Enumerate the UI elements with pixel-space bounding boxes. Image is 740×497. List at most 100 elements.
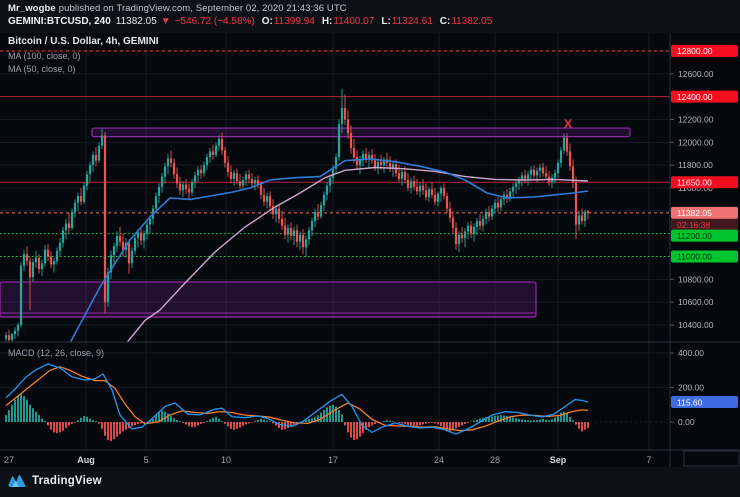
candle [325,185,329,195]
price-levels [0,50,670,258]
macd-histogram-bar [176,419,178,422]
time-axis-label: 17 [328,455,338,465]
candle [175,174,179,184]
candle [526,174,530,179]
candle [226,162,230,173]
grid-lines [0,33,670,450]
price-axis-label: 12200.00 [678,115,714,125]
candle [454,227,458,244]
macd-histogram-bar [149,421,151,422]
candle [406,180,410,189]
candle [472,226,476,234]
candle [505,194,509,199]
price-axis[interactable]: 12600.0012200.0012000.0011800.0011600.00… [670,45,738,427]
low-value: 11324.61 [391,16,433,27]
price-axis-label: 12000.00 [678,137,714,147]
axis-corner-box[interactable] [683,450,740,467]
macd-histogram-bar [224,422,226,424]
macd-histogram-bar [458,422,460,427]
macd-histogram-bar [353,422,355,441]
candle [40,263,44,270]
candle [121,241,125,250]
candle [580,215,584,222]
macd-histogram-bar [494,415,496,422]
macd-histogram-bar [185,422,187,425]
candle [295,230,299,242]
candle [256,180,260,185]
candle [109,255,113,273]
macd-histogram-bar [47,422,49,426]
candle [400,172,404,179]
macd-histogram-bar [167,413,169,422]
macd-histogram-bar [188,422,190,427]
price-axis-label: 11800.00 [678,160,713,170]
alert-price-badge-green-text: 11200.00 [677,231,712,241]
candle [73,202,77,212]
tradingview-logo-icon[interactable] [8,474,26,489]
candle [244,174,248,181]
macd-histogram-bar [392,421,394,422]
candle [34,257,38,263]
candle [340,108,344,125]
candle [37,257,41,270]
macd-histogram-bar [50,422,52,430]
macd-histogram-bar [461,422,463,426]
candle [343,108,347,120]
candle [199,169,203,174]
macd-histogram-bar [587,422,589,429]
candle [532,169,536,176]
candle [88,165,92,175]
macd-histogram-bar [179,421,181,422]
macd-histogram-bar [113,422,115,440]
supply-demand-zone[interactable] [0,281,537,318]
macd-histogram-bar [62,422,64,431]
candle [349,133,353,149]
candle [289,227,293,236]
price-axis-label: 10400.00 [678,320,714,330]
candle [460,234,464,239]
macd-histogram-bar [518,418,520,422]
macd-histogram-bar [173,418,175,422]
chart-canvas[interactable]: X12600.0012200.0012000.0011800.0011600.0… [0,33,740,467]
macd-histogram-bar [347,422,349,433]
supply-demand-zone[interactable] [91,127,631,138]
macd-histogram-bar [8,409,10,422]
macd-histogram-bar [194,422,196,427]
time-axis-label: 27 [4,455,14,465]
candle [370,154,374,161]
time-axis[interactable]: 27 Aug 5 10 17 24 28 Sep 7 [4,455,652,465]
candle [568,151,572,167]
candle [79,195,83,202]
macd-histogram-bar [422,422,424,425]
candle [250,178,254,184]
macd-histogram-bar [281,422,283,430]
candle [559,150,563,163]
macd-axis-label: 200.00 [678,383,704,393]
candle [487,211,491,217]
candle [373,160,377,168]
drawn-zones [0,127,631,318]
macd-histogram-bar [359,422,361,437]
macd-histogram-bar [107,422,109,441]
candle [361,153,365,160]
macd-histogram-bar [41,418,43,422]
macd-histogram-bar [140,422,142,424]
macd-histogram-bar [104,422,106,436]
candle [157,186,161,196]
candle [538,167,542,171]
candle [130,250,134,264]
candle [517,180,521,184]
time-axis-label: Aug [77,455,95,465]
candle [91,154,95,166]
macd-histogram-bar [476,419,478,422]
candle [247,174,251,179]
macd-histogram-bar [368,422,370,428]
candle [388,162,392,169]
macd-value-badge-text: 115.60 [677,397,703,407]
macd-histogram-bar [335,406,337,422]
candle [241,180,245,186]
macd-histogram-bar [86,416,88,422]
macd-histogram-bar [389,420,391,422]
tradingview-brand[interactable]: TradingView [32,475,102,487]
macd-histogram-bar [539,419,541,422]
